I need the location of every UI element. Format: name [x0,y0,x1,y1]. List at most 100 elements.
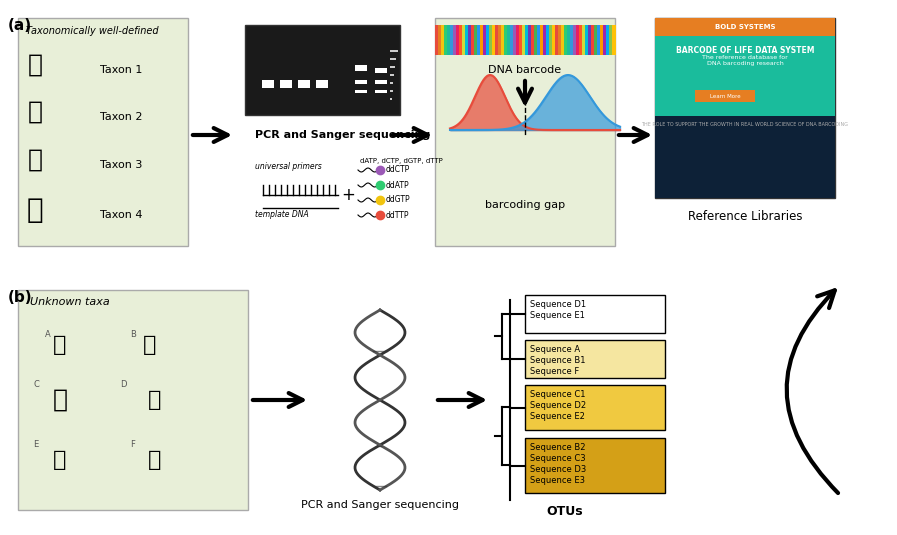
Text: Sequence C1: Sequence C1 [530,390,586,399]
Bar [570,25,573,55]
Text: (b): (b) [8,290,32,305]
Bar [585,25,588,55]
Bar [355,90,367,93]
Bar [655,18,835,198]
Text: F: F [130,440,135,449]
Bar [465,25,468,55]
Bar [655,116,835,198]
Text: 🐻: 🐻 [28,53,42,77]
Bar [510,25,513,55]
Bar [525,25,528,55]
Bar [438,25,441,55]
Bar [537,25,541,55]
Bar [507,25,510,55]
Text: +: + [341,186,355,204]
Bar [245,25,400,115]
Text: Sequence C3: Sequence C3 [530,454,586,463]
Bar [573,25,577,55]
Text: D: D [120,380,126,389]
Text: Taxon 3: Taxon 3 [100,160,143,170]
Bar [477,25,481,55]
Text: Taxon 1: Taxon 1 [100,65,143,75]
Bar [375,68,387,73]
Text: PCR and Sanger sequencing: PCR and Sanger sequencing [255,130,431,140]
Text: Taxonomically well-defined: Taxonomically well-defined [26,26,159,36]
Text: Sequence D1: Sequence D1 [530,300,586,309]
Text: A: A [45,330,51,339]
Bar [280,80,292,88]
Bar [18,290,248,510]
Text: THE ROLE TO SUPPORT THE GROWTH IN REAL WORLD SCIENCE OF DNA BARCODING: THE ROLE TO SUPPORT THE GROWTH IN REAL W… [641,122,849,127]
Bar [486,25,490,55]
Bar [582,25,586,55]
Bar [525,295,665,333]
Bar [600,25,604,55]
Bar [606,25,609,55]
Text: 🔍: 🔍 [27,196,43,224]
Bar [555,25,559,55]
Bar [390,50,398,52]
Bar [262,80,274,88]
Text: universal primers: universal primers [255,162,322,171]
Text: DNA barcode: DNA barcode [489,65,562,75]
Bar [474,25,477,55]
Text: dATP, dCTP, dGTP, dTTP: dATP, dCTP, dGTP, dTTP [360,158,443,164]
Bar [540,25,544,55]
Bar [612,25,615,55]
Bar [528,25,532,55]
Text: PCR and Sanger sequencing: PCR and Sanger sequencing [301,500,459,510]
Text: ddCTP: ddCTP [386,165,410,174]
Bar [564,25,568,55]
Text: E: E [33,440,39,449]
Bar [390,90,393,92]
Text: The reference database for
DNA barcoding research: The reference database for DNA barcoding… [702,55,788,66]
Bar [552,25,555,55]
Bar [480,25,483,55]
Text: Sequence E1: Sequence E1 [530,311,585,320]
Bar [576,25,579,55]
Bar [534,25,537,55]
Bar [501,25,504,55]
Text: Sequence E3: Sequence E3 [530,476,585,485]
Bar [525,385,665,430]
Bar [390,74,394,76]
Bar [498,25,501,55]
Text: Sequence D2: Sequence D2 [530,401,586,410]
Bar [390,82,393,84]
Bar [459,25,463,55]
Text: Sequence E2: Sequence E2 [530,412,585,421]
Bar [375,80,387,84]
Bar [558,25,562,55]
Bar [543,25,546,55]
Bar [522,25,526,55]
Bar [18,18,188,246]
Bar [441,25,445,55]
Text: template DNA: template DNA [255,210,309,219]
Bar [390,98,392,100]
Text: C: C [33,380,39,389]
Text: ddGTP: ddGTP [386,195,411,204]
Text: ddTTP: ddTTP [386,210,410,219]
Bar [444,25,448,55]
Text: 🌿: 🌿 [28,148,42,172]
Text: 🦋: 🦋 [28,100,42,124]
Bar [316,80,328,88]
Text: Learn More: Learn More [710,94,740,98]
Bar [561,25,564,55]
Text: BARCODE OF LIFE DATA SYSTEM: BARCODE OF LIFE DATA SYSTEM [675,46,814,55]
Bar [603,25,606,55]
Bar [567,25,570,55]
Bar [450,25,454,55]
Bar [298,80,310,88]
Text: BOLD SYSTEMS: BOLD SYSTEMS [715,24,775,30]
Text: 👨: 👨 [144,335,157,355]
Bar [594,25,597,55]
Bar [355,80,367,84]
Bar [456,25,459,55]
Bar [525,340,665,378]
Text: B: B [130,330,135,339]
Text: barcoding gap: barcoding gap [485,200,565,210]
Bar [655,36,835,116]
Bar [483,25,486,55]
Text: 🔍: 🔍 [53,335,66,355]
